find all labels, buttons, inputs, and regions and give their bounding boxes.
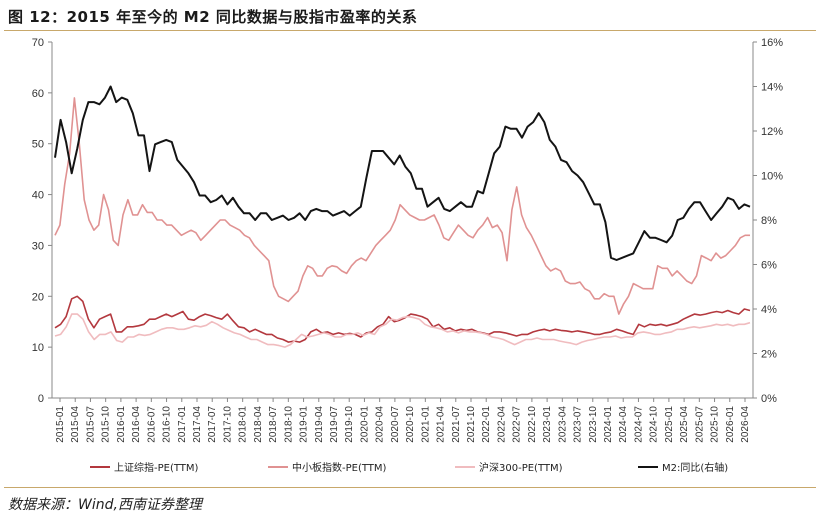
legend-label: M2:同比(右轴) [662, 461, 728, 474]
x-tick-label: 2026-04 [740, 406, 751, 443]
x-tick-label: 2015-04 [70, 406, 81, 443]
x-tick-label: 2018-01 [238, 406, 249, 443]
x-tick-label: 2017-04 [192, 406, 203, 443]
left-tick-label: 10 [32, 342, 44, 354]
x-tick-label: 2026-01 [725, 406, 736, 443]
x-tick-label: 2023-01 [542, 406, 553, 443]
x-tick-label: 2019-07 [329, 406, 340, 443]
x-tick-label: 2022-01 [481, 406, 492, 443]
x-tick-label: 2016-10 [162, 406, 173, 443]
series-line-3 [54, 313, 751, 348]
chart-axes: 0 10 20 30 40 50 60 70 0% 2% 4% 6% 8% 10% 12% 14% 16% 201… [32, 37, 783, 443]
left-tick-label: 40 [32, 190, 44, 202]
chart-legend: 上证综指-PE(TTM) 中小板指数-PE(TTM) 沪深300-PE(TTM) M2… [90, 461, 728, 474]
left-tick-label: 50 [32, 139, 44, 151]
left-tick-label: 0 [38, 393, 44, 405]
right-tick-label: 6% [761, 260, 777, 272]
x-tick-label: 2024-10 [649, 406, 660, 443]
x-tick-label: 2019-10 [344, 406, 355, 443]
series-line-1 [54, 295, 751, 343]
x-tick-label: 2015-07 [85, 406, 96, 443]
x-tick-label: 2017-07 [207, 406, 218, 443]
x-tick-label: 2021-10 [466, 406, 477, 443]
x-tick-label: 2015-01 [55, 406, 66, 443]
left-tick-label: 70 [32, 37, 44, 49]
x-tick-label: 2025-10 [710, 406, 721, 443]
right-tick-label: 16% [761, 37, 783, 49]
x-tick-label: 2022-07 [512, 406, 523, 443]
series-line-2 [54, 97, 750, 315]
x-tick-label: 2020-10 [405, 406, 416, 443]
x-tick-label: 2025-07 [694, 406, 705, 443]
x-tick-label: 2025-04 [679, 406, 690, 443]
chart-series-lines [54, 85, 751, 348]
x-tick-label: 2020-04 [375, 406, 386, 443]
x-tick-label: 2018-07 [268, 406, 279, 443]
x-tick-label: 2023-07 [573, 406, 584, 443]
x-tick-label: 2022-04 [496, 406, 507, 443]
figure-title: 图 12：2015 年至今的 M2 同比数据与股指市盈率的关系 [8, 8, 418, 26]
right-tick-label: 2% [761, 349, 777, 361]
x-tick-label: 2019-01 [299, 406, 310, 443]
legend-label: 上证综指-PE(TTM) [114, 461, 199, 474]
title-divider [4, 30, 816, 31]
x-tick-label: 2016-01 [116, 406, 127, 443]
x-tick-label: 2018-10 [283, 406, 294, 443]
x-tick-label: 2017-01 [177, 406, 188, 443]
right-tick-label: 14% [761, 82, 783, 94]
right-tick-label: 12% [761, 126, 783, 138]
x-tick-label: 2018-04 [253, 406, 264, 443]
footer-divider [4, 487, 816, 488]
data-source-note: 数据来源：Wind,西南证券整理 [8, 497, 202, 513]
x-tick-label: 2021-07 [451, 406, 462, 443]
x-tick-label: 2024-04 [618, 406, 629, 443]
line-chart: 0 10 20 30 40 50 60 70 0% 2% 4% 6% 8% 10% 12% 14% 16% 201… [32, 37, 783, 474]
right-tick-label: 8% [761, 215, 777, 227]
right-tick-label: 4% [761, 304, 777, 316]
x-tick-label: 2017-10 [222, 406, 233, 443]
right-tick-label: 10% [761, 171, 783, 183]
x-tick-label: 2020-01 [359, 406, 370, 443]
legend-label: 沪深300-PE(TTM) [479, 461, 563, 474]
x-tick-label: 2023-04 [557, 406, 568, 443]
x-tick-label: 2016-07 [146, 406, 157, 443]
x-tick-label: 2021-04 [436, 406, 447, 443]
x-tick-label: 2015-10 [101, 406, 112, 443]
x-tick-label: 2022-10 [527, 406, 538, 443]
x-tick-label: 2023-10 [588, 406, 599, 443]
x-tick-label: 2021-01 [420, 406, 431, 443]
series-line-4 [54, 85, 751, 261]
legend-label: 中小板指数-PE(TTM) [292, 461, 387, 474]
right-tick-label: 0% [761, 393, 777, 405]
left-tick-label: 60 [32, 88, 44, 100]
x-tick-label: 2019-04 [314, 406, 325, 443]
left-tick-label: 30 [32, 240, 44, 252]
x-tick-label: 2020-07 [390, 406, 401, 443]
left-tick-label: 20 [32, 291, 44, 303]
x-tick-label: 2024-07 [633, 406, 644, 443]
x-tick-label: 2024-01 [603, 406, 614, 443]
x-tick-label: 2025-01 [664, 406, 675, 443]
x-tick-label: 2016-04 [131, 406, 142, 443]
